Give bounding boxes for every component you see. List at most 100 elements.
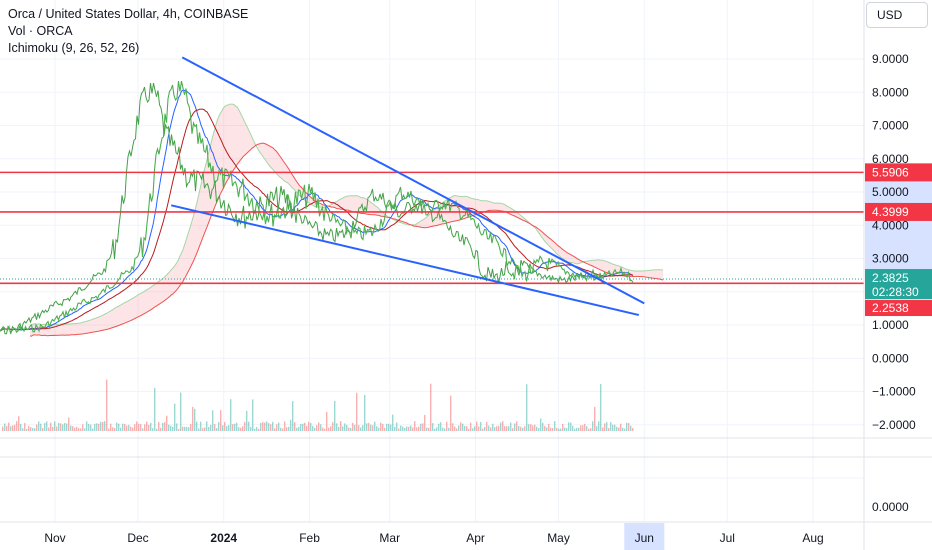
volume-bar — [336, 423, 338, 431]
volume-bar — [290, 419, 292, 431]
volume-bar — [586, 426, 588, 431]
volume-bar — [328, 427, 330, 431]
volume-bar — [604, 423, 606, 431]
volume-bar — [248, 421, 250, 431]
volume-bar — [470, 422, 472, 431]
volume-bar — [610, 422, 612, 431]
volume-bar — [210, 424, 212, 431]
volume-bar — [396, 422, 398, 431]
volume-bar — [318, 422, 320, 431]
trendlines[interactable] — [170, 56, 645, 316]
volume-bar — [4, 423, 6, 431]
y-tick-label: 5.0000 — [872, 185, 909, 199]
volume-bar — [556, 427, 558, 431]
level-badge-1-text: 5.5906 — [872, 165, 909, 179]
volume-bar — [562, 423, 564, 431]
volume-bar — [216, 428, 218, 431]
volume-bar — [118, 423, 120, 431]
volume-bar — [236, 422, 238, 431]
horizontal-levels[interactable] — [0, 171, 864, 285]
volume-bar — [472, 428, 474, 431]
volume-bar — [462, 423, 464, 431]
volume-bar — [190, 424, 192, 431]
volume-bar — [242, 426, 244, 431]
volume-bar — [302, 423, 304, 431]
ichimoku-indicator-label[interactable]: Ichimoku (9, 26, 52, 26) — [8, 41, 140, 55]
volume-bar — [164, 422, 166, 431]
volume-bar — [150, 422, 152, 431]
volume-bar — [292, 401, 294, 431]
volume-bar — [452, 423, 454, 431]
volume-bar — [594, 406, 596, 431]
volume-bar — [580, 425, 582, 431]
volume-indicator-label[interactable]: Vol · ORCA — [8, 24, 73, 38]
volume-bar — [228, 425, 230, 431]
volume-bar — [124, 424, 126, 431]
volume-bar — [528, 424, 530, 431]
volume-bar — [188, 427, 190, 431]
volume-bar — [530, 424, 532, 431]
volume-bar — [56, 426, 58, 431]
volume-bar — [576, 427, 578, 431]
volume-bar — [226, 426, 228, 431]
volume-bar — [350, 427, 352, 431]
grid-lines — [0, 0, 864, 522]
volume-bar — [566, 428, 568, 431]
volume-bar — [438, 423, 440, 431]
volume-bar — [134, 424, 136, 431]
volume-bar — [456, 428, 458, 431]
volume-bar — [94, 423, 96, 431]
volume-bar — [44, 422, 46, 431]
volume-bar — [476, 421, 478, 431]
volume-bar — [504, 426, 506, 431]
level-badge-2-text: 4.3999 — [872, 205, 909, 219]
volume-bar — [558, 428, 560, 431]
volume-bar — [446, 421, 448, 431]
volume-bar — [464, 426, 466, 431]
volume-bar — [294, 422, 296, 431]
currency-selector[interactable]: USD — [866, 2, 928, 28]
volume-bar — [588, 428, 590, 431]
volume-bar — [136, 421, 138, 431]
x-tick-label: 2024 — [210, 531, 237, 545]
volume-bar — [600, 384, 602, 431]
volume-bar — [532, 425, 534, 431]
volume-bar — [72, 426, 74, 431]
volume-bar — [296, 427, 298, 431]
level-badge-1 — [865, 163, 932, 182]
y-tick-label: 1.0000 — [872, 318, 909, 332]
volume-bar — [202, 428, 204, 431]
volume-bar — [238, 427, 240, 431]
y-tick-label: 4.0000 — [872, 218, 909, 232]
volume-bar — [14, 424, 16, 431]
volume-bar — [466, 426, 468, 431]
volume-bar — [284, 421, 286, 431]
volume-bar — [86, 421, 88, 431]
volume-bar — [332, 422, 334, 431]
volume-bar — [102, 422, 104, 431]
volume-bar — [518, 426, 520, 431]
volume-bar — [572, 425, 574, 431]
conversion-line — [0, 89, 634, 331]
volume-bar — [612, 424, 614, 431]
time-axis[interactable]: Nov Dec 2024 Feb Mar Apr May Jun Jul Aug — [44, 523, 824, 550]
symbol-title[interactable]: Orca / United States Dollar, 4h, COINBAS… — [8, 7, 249, 21]
trendline-1 — [181, 56, 645, 305]
volume-bar — [268, 423, 270, 431]
time-range-highlight — [624, 523, 665, 550]
price-series — [0, 80, 634, 335]
x-tick-label: Nov — [44, 531, 65, 545]
volume-bar — [140, 424, 142, 431]
volume-bar — [384, 428, 386, 431]
volume-bar — [590, 428, 592, 431]
volume-bar — [554, 421, 556, 431]
volume-bar — [208, 427, 210, 431]
volume-bar — [632, 428, 634, 431]
volume-bar — [146, 421, 148, 431]
volume-bar — [440, 422, 442, 431]
x-tick-label: Dec — [127, 531, 148, 545]
volume-bar — [24, 423, 26, 431]
volume-bar — [360, 427, 362, 431]
y-tick-label: 8.0000 — [872, 85, 909, 99]
